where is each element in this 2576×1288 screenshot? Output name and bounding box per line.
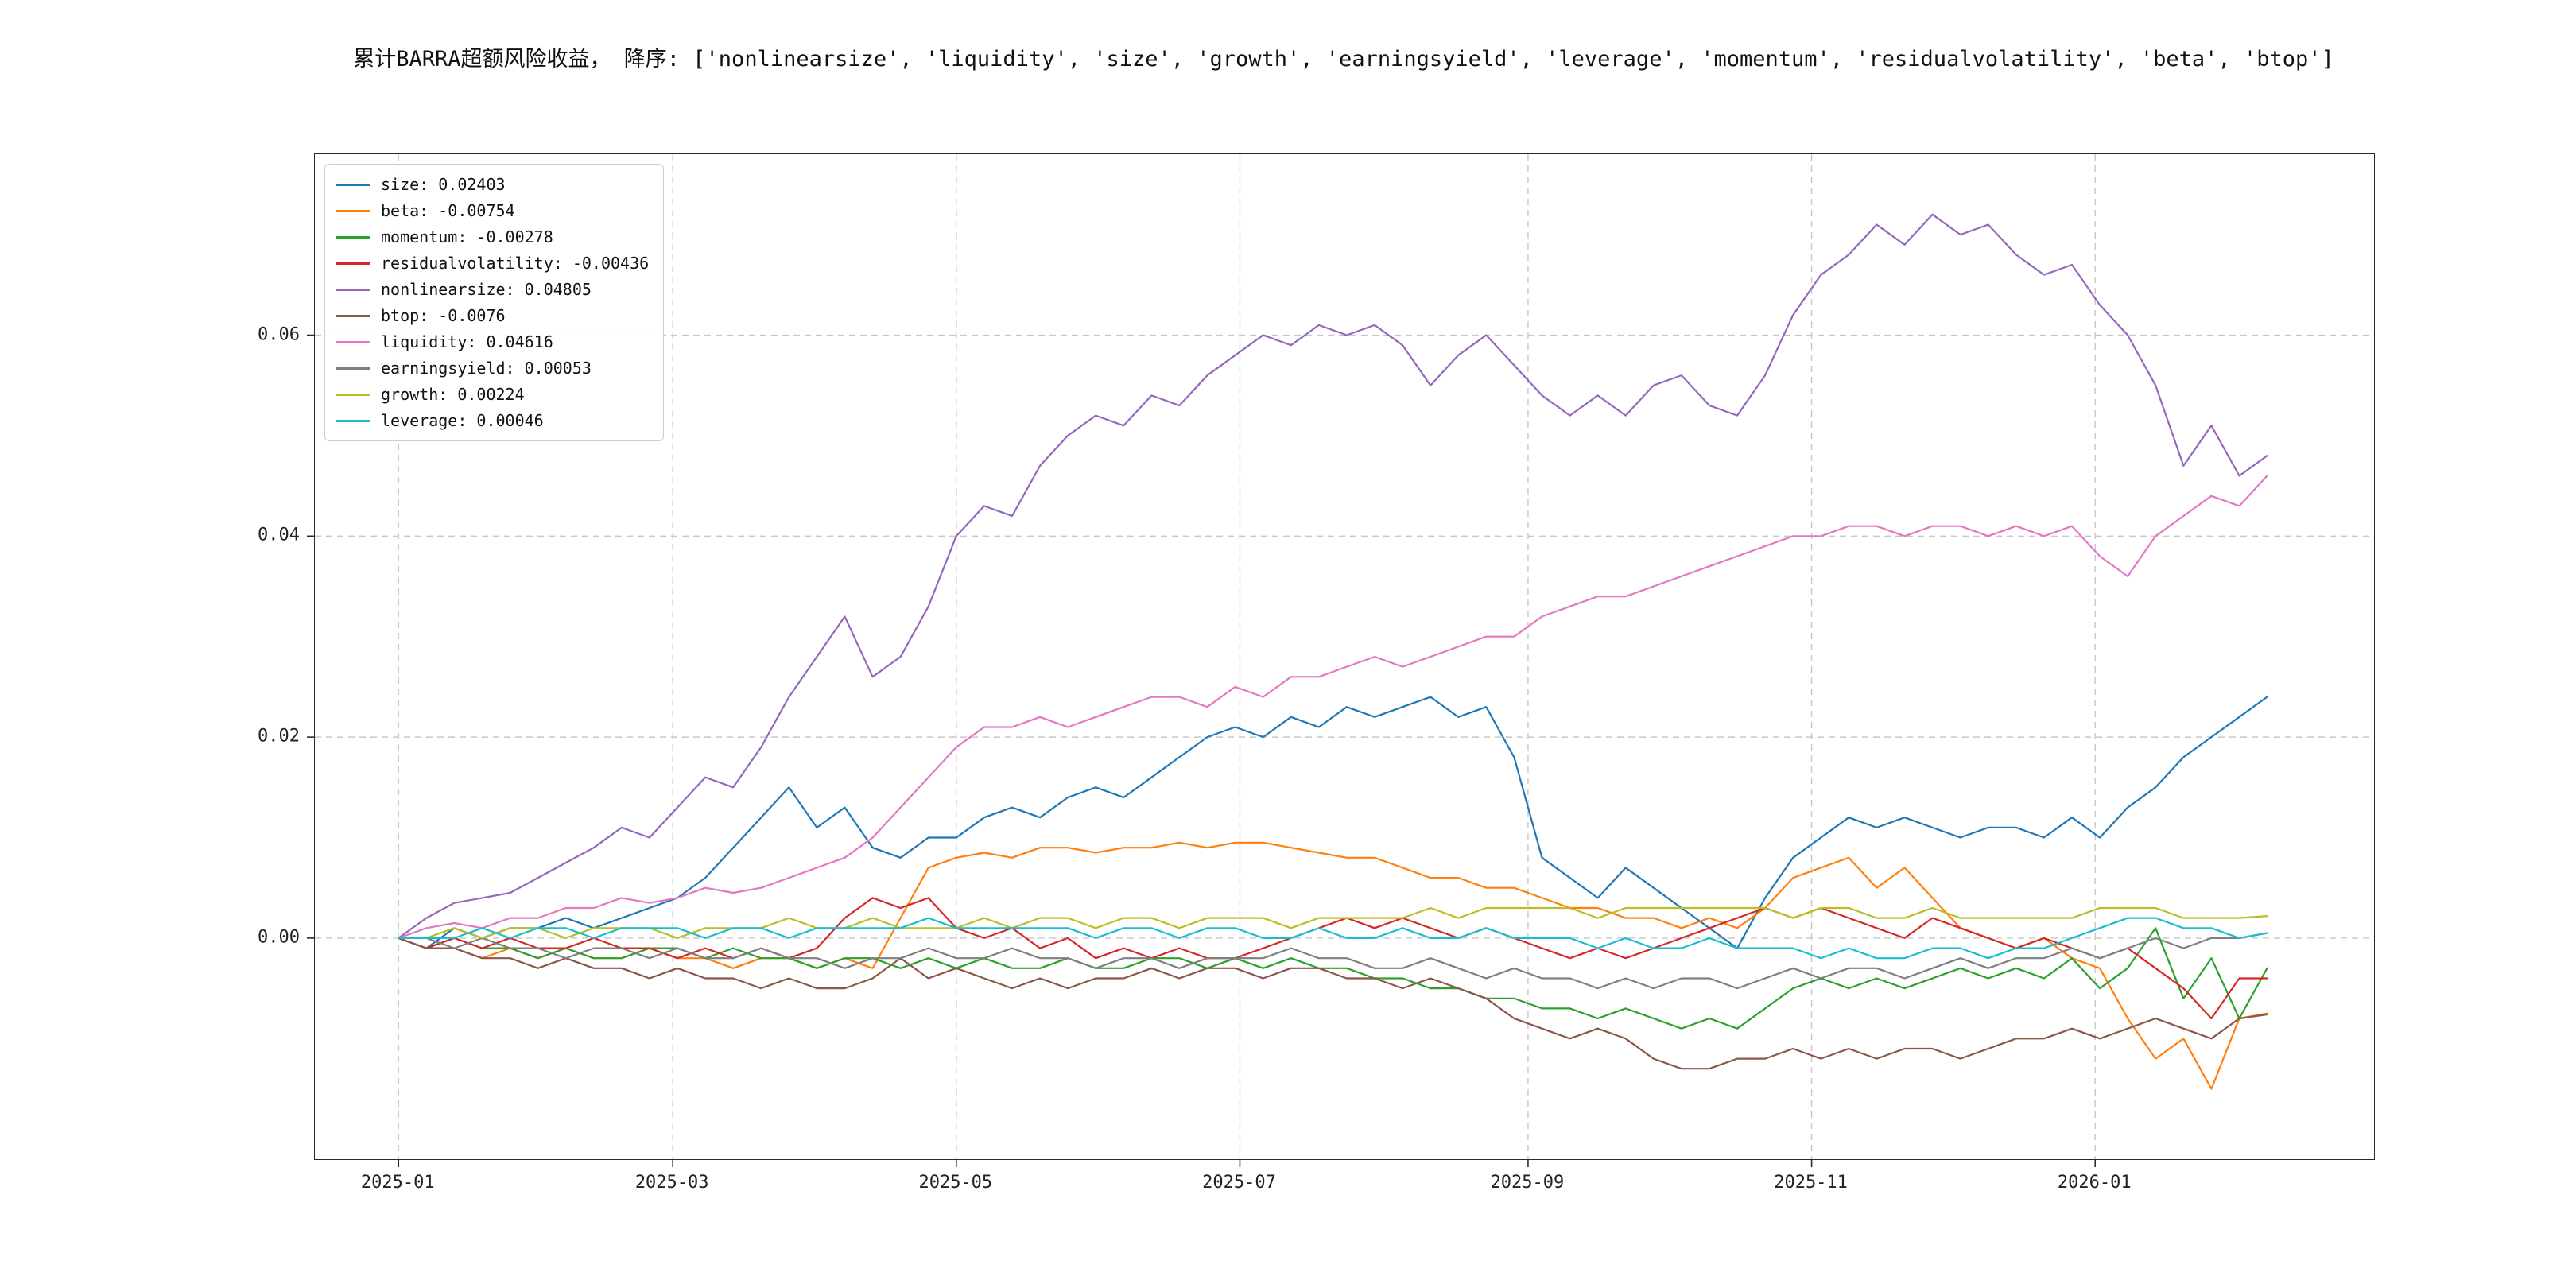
legend-swatch-liquidity	[336, 340, 370, 343]
legend-item-liquidity: liquidity: 0.04616	[336, 330, 649, 354]
series-line-size	[398, 696, 2268, 949]
legend-swatch-growth	[336, 393, 370, 396]
legend-swatch-momentum	[336, 235, 370, 239]
legend-label: momentum: -0.00278	[381, 227, 553, 246]
legend-item-nonlinearsize: nonlinearsize: 0.04805	[336, 277, 649, 301]
legend-item-growth: growth: 0.00224	[336, 382, 649, 406]
legend-swatch-residualvolatility	[336, 262, 370, 265]
x-tick-label: 2025-09	[1490, 1173, 1565, 1193]
legend-swatch-size	[336, 183, 370, 186]
legend-item-momentum: momentum: -0.00278	[336, 225, 649, 249]
legend-swatch-earningsyield	[336, 367, 370, 370]
plot-area: size: 0.02403 beta: -0.00754 momentum: -0.…	[307, 153, 2375, 1167]
legend-label: leverage: 0.00046	[381, 411, 544, 430]
legend-item-residualvolatility: residualvolatility: -0.00436	[336, 251, 649, 275]
x-tick-label: 2025-03	[634, 1173, 709, 1193]
chart-title: 累计BARRA超额风险收益， 降序: ['nonlinearsize', 'li…	[353, 47, 2334, 72]
legend-item-btop: btop: -0.0076	[336, 304, 649, 328]
x-tick-label: 2025-05	[918, 1173, 993, 1193]
series-line-earningsyield	[398, 932, 2268, 990]
legend-label: growth: 0.00224	[381, 385, 525, 404]
legend: size: 0.02403 beta: -0.00754 momentum: -0.…	[324, 164, 665, 441]
y-tick-label: 0.00	[258, 927, 300, 948]
y-tick-label: 0.02	[258, 726, 300, 747]
legend-item-beta: beta: -0.00754	[336, 199, 649, 223]
series-line-leverage	[398, 917, 2268, 960]
legend-label: btop: -0.0076	[381, 306, 506, 325]
x-tick-label: 2026-01	[2057, 1173, 2132, 1193]
series-line-growth	[398, 906, 2268, 940]
legend-item-leverage: leverage: 0.00046	[336, 409, 649, 433]
x-tick-label: 2025-01	[360, 1173, 435, 1193]
series-line-residualvolatility	[398, 897, 2268, 1020]
series-line-beta	[398, 841, 2268, 1090]
legend-label: earningsyield: 0.00053	[381, 359, 592, 378]
legend-label: beta: -0.00754	[381, 201, 515, 220]
legend-swatch-btop	[336, 314, 370, 317]
legend-label: liquidity: 0.04616	[381, 332, 553, 351]
y-tick-label: 0.06	[258, 324, 300, 345]
legend-swatch-leverage	[336, 419, 370, 422]
legend-label: size: 0.02403	[381, 175, 506, 194]
series-line-btop	[398, 937, 2268, 1070]
legend-item-earningsyield: earningsyield: 0.00053	[336, 356, 649, 380]
legend-swatch-beta	[336, 209, 370, 212]
series-line-momentum	[398, 927, 2268, 1030]
y-tick-label: 0.04	[258, 525, 300, 545]
legend-label: residualvolatility: -0.00436	[381, 254, 650, 273]
legend-label: nonlinearsize: 0.04805	[381, 280, 592, 299]
x-tick-label: 2025-07	[1202, 1173, 1276, 1193]
chart-canvas	[307, 154, 2374, 1167]
series-line-liquidity	[398, 475, 2268, 940]
legend-swatch-nonlinearsize	[336, 288, 370, 291]
legend-item-size: size: 0.02403	[336, 173, 649, 196]
x-tick-label: 2025-11	[1774, 1173, 1848, 1193]
series-line-nonlinearsize	[398, 213, 2268, 940]
